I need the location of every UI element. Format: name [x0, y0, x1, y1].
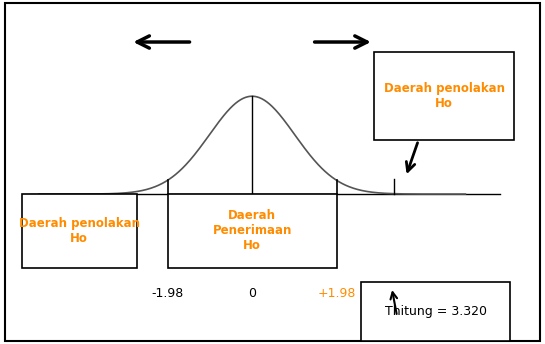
Text: Daerah penolakan
Ho: Daerah penolakan Ho: [19, 217, 140, 245]
Bar: [22, 194, 137, 268]
Bar: [361, 282, 510, 341]
Bar: [374, 52, 514, 140]
Text: Daerah penolakan
Ho: Daerah penolakan Ho: [384, 82, 505, 110]
Text: 0: 0: [248, 287, 256, 300]
Text: +1.98: +1.98: [317, 287, 356, 300]
Text: 3.320: 3.320: [376, 287, 411, 300]
Text: Daerah
Penerimaan
Ho: Daerah Penerimaan Ho: [213, 209, 292, 252]
Bar: [168, 194, 337, 268]
Text: Thitung = 3.320: Thitung = 3.320: [385, 305, 487, 318]
Text: -1.98: -1.98: [152, 287, 184, 300]
